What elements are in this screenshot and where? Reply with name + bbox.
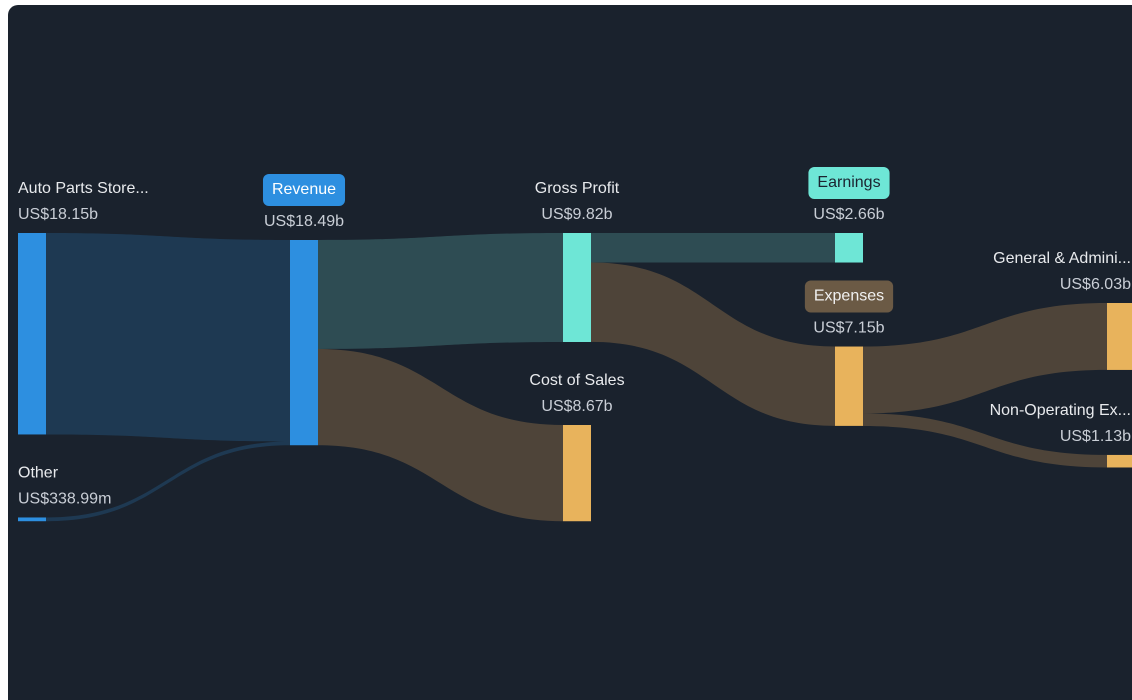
node-name: Expenses (814, 288, 884, 305)
node-name: Non-Operating Ex... (990, 402, 1131, 419)
node-name: General & Admini... (993, 250, 1131, 267)
node-bar (18, 517, 46, 522)
flow-link (46, 233, 290, 442)
flow-link (318, 349, 563, 522)
node-value: US$18.15b (18, 206, 98, 223)
node-value: US$1.13b (1060, 428, 1131, 445)
node-value: US$338.99m (18, 491, 111, 508)
node-name: Other (18, 465, 59, 482)
node-name: Earnings (817, 174, 880, 191)
node-name: Cost of Sales (529, 372, 624, 389)
node-name: Gross Profit (535, 180, 620, 197)
node-name: Revenue (272, 181, 336, 198)
badge-bg (262, 174, 346, 206)
node-bar (835, 346, 863, 426)
node-value: US$2.66b (813, 206, 884, 223)
flow-link (591, 262, 835, 426)
badge-bg (804, 280, 894, 313)
node-bar (563, 425, 591, 522)
badge-bg (808, 167, 890, 199)
badge: Expenses (804, 280, 894, 313)
flow-link (863, 303, 1107, 414)
flow-link (46, 441, 290, 522)
node-bar (835, 233, 863, 263)
node-bar (290, 240, 318, 446)
node-bar (563, 233, 591, 343)
node-value: US$7.15b (813, 320, 884, 337)
flow-link (318, 233, 563, 350)
node-value: US$6.03b (1060, 276, 1131, 293)
badge: Earnings (808, 167, 890, 199)
flow-link (863, 413, 1107, 468)
node-bar (18, 233, 46, 435)
node-value: US$18.49b (264, 213, 344, 230)
node-value: US$8.67b (541, 398, 612, 415)
node-value: US$9.82b (541, 206, 612, 223)
node-bar (1107, 454, 1132, 468)
node-name: Auto Parts Store... (18, 180, 149, 197)
node-bar (1107, 303, 1132, 370)
flow-link (591, 233, 835, 263)
badge: Revenue (262, 174, 346, 206)
